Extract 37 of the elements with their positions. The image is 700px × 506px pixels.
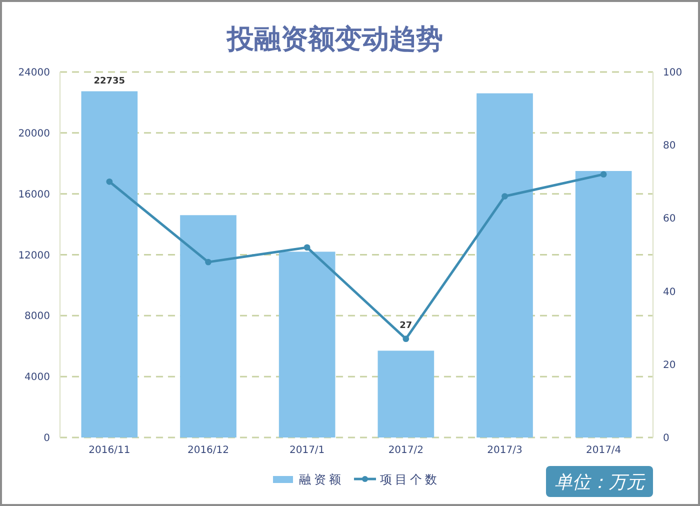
x-tick-label: 2016/11 [88, 445, 130, 456]
bar [476, 93, 533, 438]
data-label: 27 [400, 320, 412, 331]
y-tick-label: 16000 [18, 189, 50, 200]
y-tick-label: 20000 [18, 128, 50, 140]
legend-label: 融资额 [299, 472, 344, 486]
y2-tick-label: 40 [663, 286, 676, 298]
data-label: 22735 [94, 76, 126, 86]
bar [180, 215, 236, 438]
y2-tick-label: 80 [663, 140, 676, 152]
legend-label: 项目个数 [380, 472, 440, 486]
point [502, 193, 508, 200]
chart-title: 投融资额变动趋势 [226, 24, 443, 55]
y2-tick-label: 0 [663, 433, 670, 444]
point [402, 336, 410, 342]
bar [81, 91, 138, 438]
x-tick-label: 2017/2 [388, 445, 424, 456]
bar [278, 252, 336, 438]
point [205, 258, 212, 266]
y2-tick-label: 100 [663, 68, 682, 78]
y-tick-label: 12000 [18, 250, 50, 262]
y-tick-label: 0 [44, 433, 50, 444]
text: 单位：万元 [554, 472, 646, 493]
point [106, 178, 113, 185]
y2-tick-label: 60 [663, 214, 676, 225]
point [304, 244, 310, 251]
x-tick-label: 2017/3 [487, 445, 522, 456]
point [600, 171, 607, 178]
y-tick-label: 24000 [18, 68, 50, 78]
y2-tick-label: 20 [663, 360, 676, 371]
x-tick-label: 2016/12 [187, 445, 230, 456]
x-tick-label: 2017/1 [289, 445, 325, 456]
bar [378, 350, 434, 438]
y-tick-label: 4000 [24, 372, 50, 384]
x-tick-label: 2017/4 [586, 445, 622, 456]
y-tick-label: 8000 [24, 311, 50, 322]
bar [575, 170, 632, 438]
